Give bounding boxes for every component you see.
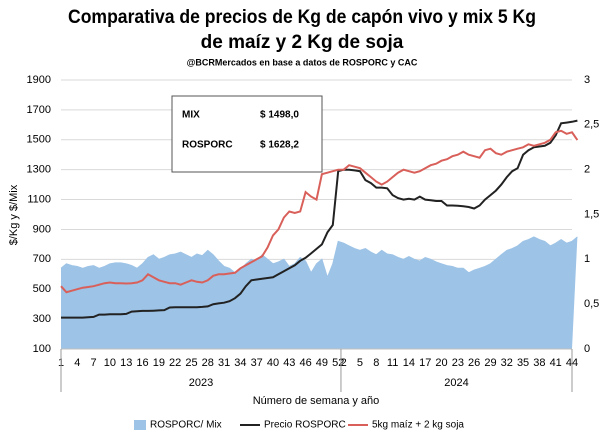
y-tick-label: 1300: [27, 164, 51, 176]
x-tick-label: 8: [373, 357, 379, 369]
x-tick-label: 23: [452, 357, 464, 369]
y2-tick-label: 2,5: [584, 119, 599, 131]
x-tick-label: 38: [533, 357, 545, 369]
x-tick-label: 46: [300, 357, 312, 369]
info-box: [171, 95, 323, 173]
chart-title: de maíz y 2 Kg de soja: [201, 32, 404, 53]
x-tick-label: 29: [484, 357, 496, 369]
y2-tick-label: 0: [584, 343, 590, 355]
x-tick-label: 25: [185, 357, 197, 369]
x-tick-label: 10: [104, 357, 116, 369]
x-tick-label: 43: [283, 357, 295, 369]
x-tick-label: 13: [120, 357, 132, 369]
y-tick-label: 1900: [27, 74, 51, 86]
x-tick-label: 4: [74, 357, 80, 369]
x-tick-label: 40: [267, 357, 279, 369]
x-tick-label: 49: [316, 357, 328, 369]
x-tick-label: 22: [169, 357, 181, 369]
year-label: 2023: [189, 377, 213, 389]
area-fill: [61, 236, 578, 349]
x-tick-label: 14: [403, 357, 415, 369]
x-tick-label: 28: [202, 357, 214, 369]
y-tick-label: 300: [33, 313, 51, 325]
info-value: $ 1498,0: [260, 110, 299, 121]
x-tick-label: 5: [357, 357, 363, 369]
x-tick-label: 2: [341, 357, 347, 369]
y2-tick-label: 1,5: [584, 208, 599, 220]
chart-title: Comparativa de precios de Kg de capón vi…: [68, 7, 536, 28]
y2-tick-label: 0,5: [584, 298, 599, 310]
subtitle: @BCRMercados en base a datos de ROSPORC …: [187, 57, 418, 67]
info-label: MIX: [182, 110, 200, 121]
x-tick-label: 7: [91, 357, 97, 369]
x-tick-label: 41: [550, 357, 562, 369]
y2-tick-label: 1: [584, 253, 590, 265]
x-axis-label: Número de semana y año: [253, 395, 380, 407]
y-tick-label: 1500: [27, 134, 51, 146]
x-tick-label: 31: [218, 357, 230, 369]
legend-swatch: [134, 420, 146, 430]
y2-tick-label: 2: [584, 164, 590, 176]
x-tick-label: 26: [468, 357, 480, 369]
area-edge: [60, 236, 578, 279]
x-tick-label: 35: [517, 357, 529, 369]
x-tick-label: 34: [234, 357, 246, 369]
y-tick-label: 900: [33, 223, 51, 235]
info-value: $ 1628,2: [260, 140, 299, 151]
x-tick-label: 17: [419, 357, 431, 369]
legend-label: Precio ROSPORC: [264, 420, 346, 431]
y-tick-label: 1700: [27, 104, 51, 116]
y-tick-label: 1100: [27, 193, 51, 205]
year-label: 2024: [444, 377, 468, 389]
info-label: ROSPORC: [182, 140, 233, 151]
line: [60, 129, 579, 294]
y2-tick-label: 3: [584, 74, 590, 86]
y-tick-label: 500: [33, 283, 51, 295]
y-tick-label: 700: [33, 253, 51, 265]
x-tick-label: 11: [387, 357, 398, 369]
x-tick-label: 37: [251, 357, 263, 369]
x-tick-label: 16: [136, 357, 148, 369]
x-tick-label: 20: [435, 357, 447, 369]
legend-label: ROSPORC/ Mix: [150, 420, 222, 431]
x-tick-label: 19: [153, 357, 165, 369]
x-tick-label: 32: [501, 357, 513, 369]
y-tick-label: 100: [33, 343, 51, 355]
y-axis-label: $/Kg y $/Mix: [8, 184, 20, 245]
line: [61, 119, 578, 319]
legend-label: 5kg maíz + 2 kg soja: [372, 420, 464, 431]
